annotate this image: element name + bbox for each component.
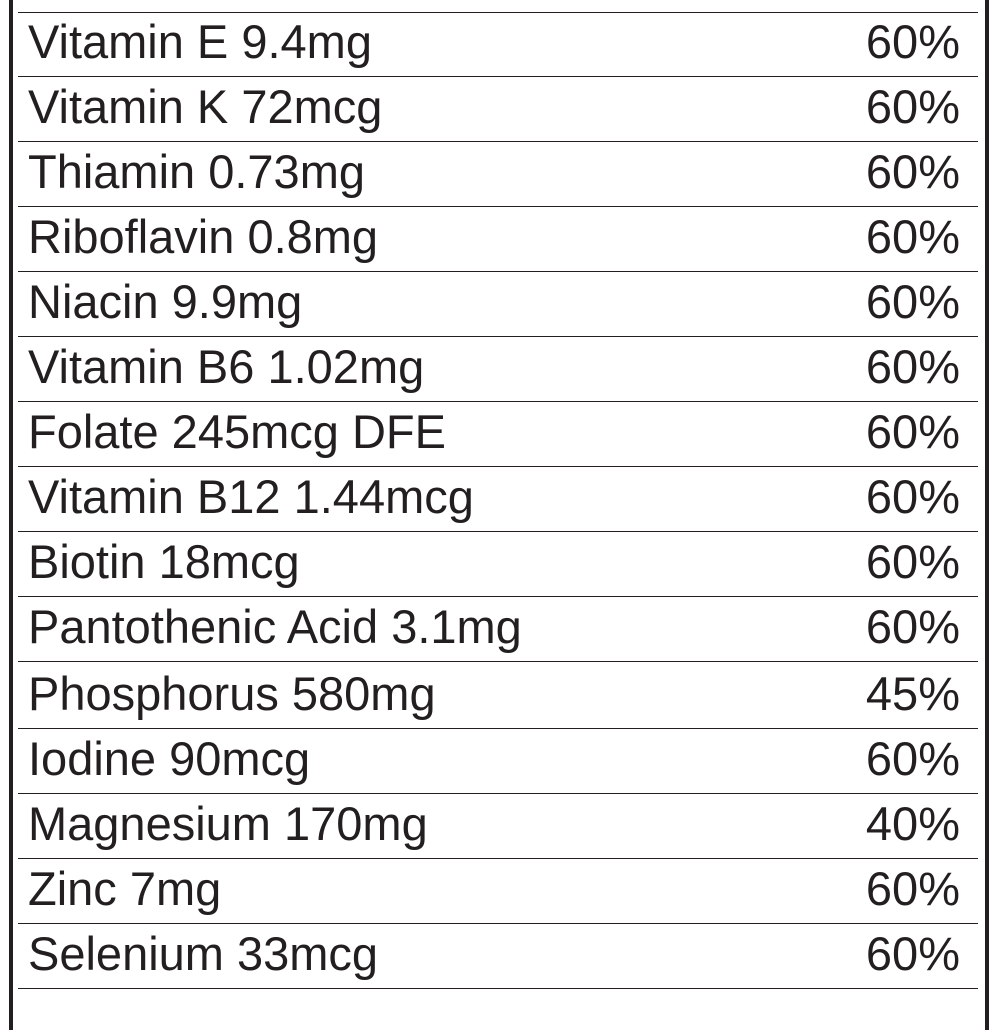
nutrient-daily-value: 60% bbox=[865, 862, 960, 915]
nutrient-row-vitamin-b6: Vitamin B6 1.02mg 60% bbox=[18, 338, 978, 402]
nutrient-row-riboflavin: Riboflavin 0.8mg 60% bbox=[18, 208, 978, 272]
nutrient-label: Phosphorus 580mg bbox=[28, 667, 436, 720]
nutrient-row-zinc: Zinc 7mg 60% bbox=[18, 860, 978, 924]
nutrient-row-folate: Folate 245mcg DFE 60% bbox=[18, 403, 978, 467]
nutrient-daily-value: 60% bbox=[865, 927, 960, 980]
nutrient-label: Vitamin B6 1.02mg bbox=[28, 340, 425, 393]
nutrient-daily-value: 60% bbox=[865, 210, 960, 263]
nutrient-daily-value: 60% bbox=[865, 275, 960, 328]
nutrient-daily-value: 60% bbox=[865, 535, 960, 588]
nutrient-row-vitamin-k: Vitamin K 72mcg 60% bbox=[18, 78, 978, 142]
nutrient-daily-value: 60% bbox=[865, 80, 960, 133]
nutrient-row-magnesium: Magnesium 170mg 40% bbox=[18, 795, 978, 859]
nutrient-label: Riboflavin 0.8mg bbox=[28, 210, 379, 263]
nutrient-label: Vitamin E 9.4mg bbox=[28, 15, 372, 68]
nutrient-label: Zinc 7mg bbox=[28, 862, 222, 915]
nutrient-row-vitamin-e: Vitamin E 9.4mg 60% bbox=[18, 13, 978, 77]
nutrient-label: Selenium 33mcg bbox=[28, 927, 379, 980]
nutrient-daily-value: 60% bbox=[865, 145, 960, 198]
nutrient-row-thiamin: Thiamin 0.73mg 60% bbox=[18, 143, 978, 207]
nutrient-daily-value: 40% bbox=[865, 797, 960, 850]
nutrient-daily-value: 60% bbox=[865, 340, 960, 393]
nutrient-daily-value: 60% bbox=[865, 600, 960, 653]
nutrient-row-niacin: Niacin 9.9mg 60% bbox=[18, 273, 978, 337]
nutrient-row-biotin: Biotin 18mcg 60% bbox=[18, 533, 978, 597]
nutrient-daily-value: 60% bbox=[865, 15, 960, 68]
nutrient-label: Vitamin K 72mcg bbox=[28, 80, 383, 133]
nutrient-row-vitamin-b12: Vitamin B12 1.44mcg 60% bbox=[18, 468, 978, 532]
nutrient-label: Pantothenic Acid 3.1mg bbox=[28, 600, 522, 653]
nutrient-row-iodine: Iodine 90mcg 60% bbox=[18, 730, 978, 794]
nutrient-label: Niacin 9.9mg bbox=[28, 275, 303, 328]
nutrient-row-partial-top bbox=[18, 0, 978, 13]
nutrient-label: Magnesium 170mg bbox=[28, 797, 428, 850]
nutrient-row-phosphorus: Phosphorus 580mg 45% bbox=[18, 665, 978, 729]
nutrient-row-selenium: Selenium 33mcg 60% bbox=[18, 925, 978, 989]
nutrient-row-pantothenic-acid: Pantothenic Acid 3.1mg 60% bbox=[18, 598, 978, 662]
nutrient-daily-value: 45% bbox=[865, 667, 960, 720]
nutrient-label: Thiamin 0.73mg bbox=[28, 145, 365, 198]
nutrient-label: Folate 245mcg DFE bbox=[28, 405, 446, 458]
nutrient-daily-value: 60% bbox=[865, 732, 960, 785]
nutrient-daily-value: 60% bbox=[865, 405, 960, 458]
nutrient-label: Iodine 90mcg bbox=[28, 732, 311, 785]
nutrient-daily-value: 60% bbox=[865, 470, 960, 523]
nutrient-label: Biotin 18mcg bbox=[28, 535, 300, 588]
nutrient-label: Vitamin B12 1.44mcg bbox=[28, 470, 474, 523]
